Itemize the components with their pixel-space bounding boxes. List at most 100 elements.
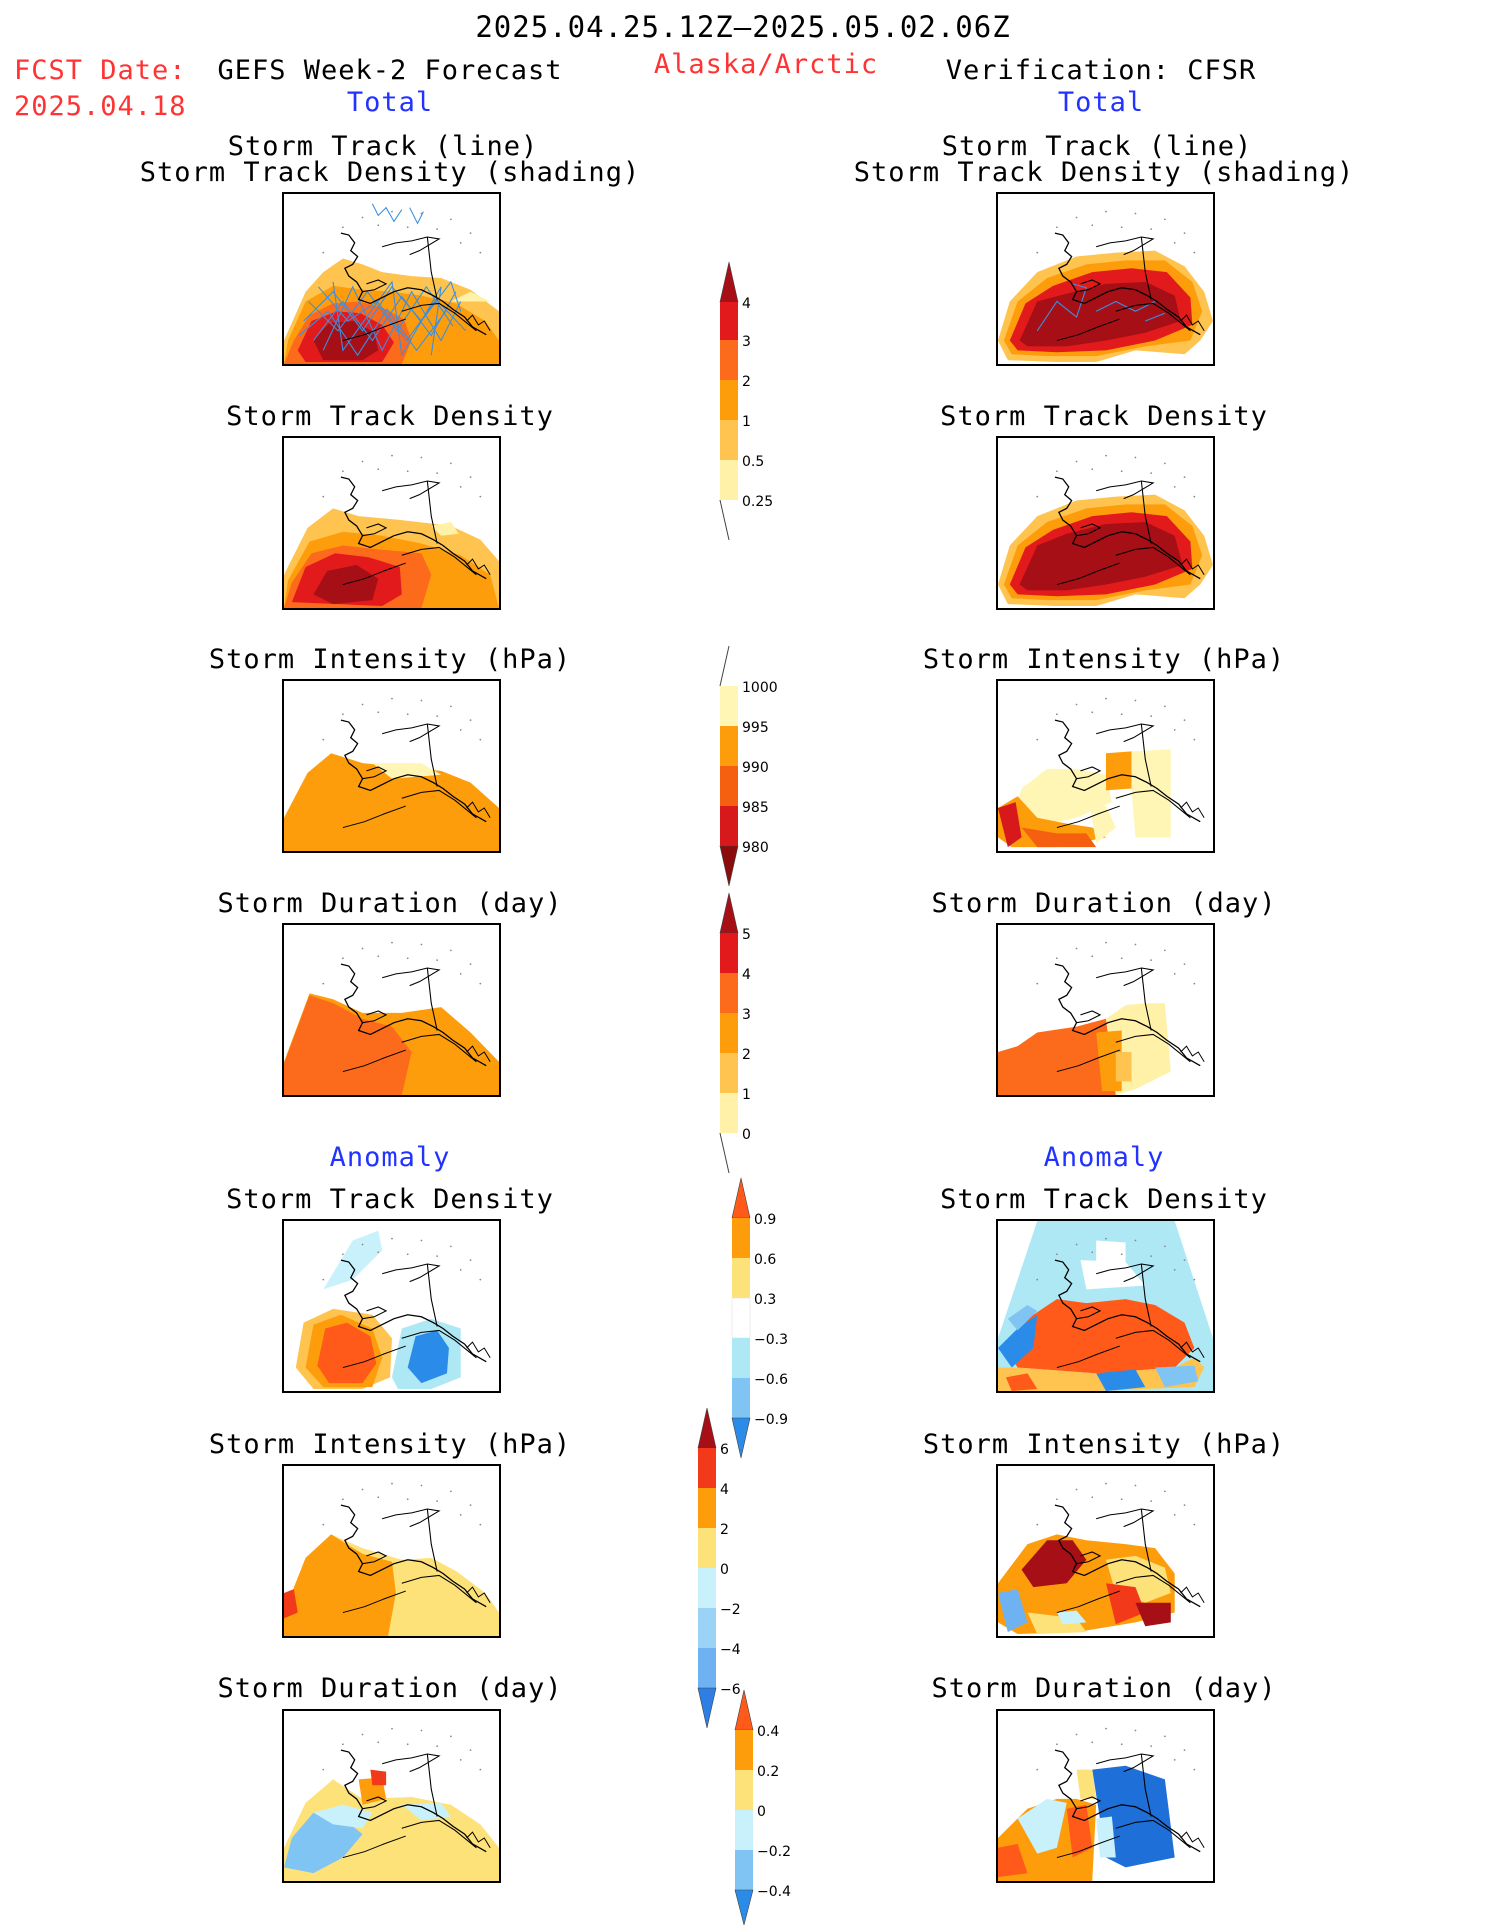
cbar-density-seg xyxy=(720,420,738,460)
right-panel-3-title: Storm Intensity (hPa) xyxy=(922,644,1286,675)
map-gefs-density-anomaly xyxy=(282,1219,501,1393)
cbar-duration-seg xyxy=(720,933,738,973)
cbar-intensity-label: 985 xyxy=(742,800,769,816)
region-label: Alaska/Arctic xyxy=(653,49,879,80)
right-panel-1-title-line2: Storm Track Density (shading) xyxy=(853,157,1355,188)
colorbar-duration: 5 4 3 2 1 0 xyxy=(719,892,790,1174)
right-column-title: Verification: CFSR xyxy=(945,55,1257,86)
cbar-int-anom-label: 2 xyxy=(720,1522,729,1538)
left-panel-5-title: Storm Track Density xyxy=(226,1184,554,1215)
left-column-subtitle: Total xyxy=(346,87,434,118)
right-panel-2-title: Storm Track Density xyxy=(940,401,1268,432)
cbar-dur-anom-max-arrow xyxy=(734,1689,754,1731)
cbar-dens-anom-label: 0.9 xyxy=(754,1212,776,1228)
cbar-dur-anom-seg xyxy=(735,1770,753,1810)
cbar-int-anom-label: 4 xyxy=(720,1482,729,1498)
cbar-duration-label: 1 xyxy=(742,1087,751,1103)
map-gefs-storm-track-density xyxy=(282,436,501,610)
cbar-density-seg xyxy=(720,340,738,380)
cbar-int-anom-seg xyxy=(698,1568,716,1608)
right-panel-5-title: Storm Track Density xyxy=(940,1184,1268,1215)
cbar-dens-anom-min-arrow xyxy=(731,1417,751,1459)
cbar-dens-anom-label: 0.6 xyxy=(754,1252,776,1268)
right-anomaly-heading: Anomaly xyxy=(1043,1142,1165,1173)
cbar-int-anom-seg xyxy=(698,1648,716,1688)
cbar-duration-seg xyxy=(720,1053,738,1093)
cbar-int-anom-label: −6 xyxy=(720,1682,741,1698)
map-cfsr-storm-track-density xyxy=(996,436,1215,610)
cbar-intensity-seg xyxy=(720,686,738,726)
map-gefs-storm-duration xyxy=(282,923,501,1097)
cbar-density-label: 2 xyxy=(742,374,751,390)
cbar-dur-anom-label: 0 xyxy=(757,1804,766,1820)
left-anomaly-heading: Anomaly xyxy=(329,1142,451,1173)
cbar-density-seg xyxy=(720,460,738,500)
cbar-intensity-seg xyxy=(720,766,738,806)
cbar-int-anom-min-arrow xyxy=(697,1687,717,1729)
cbar-dens-anom-label: −0.6 xyxy=(754,1372,788,1388)
map-cfsr-storm-track xyxy=(996,192,1215,366)
cbar-dur-anom-seg xyxy=(735,1810,753,1850)
left-panel-4-title: Storm Duration (day) xyxy=(217,888,563,919)
cbar-duration-seg xyxy=(720,973,738,1013)
cbar-density-label: 0.25 xyxy=(742,494,773,510)
cbar-int-anom-seg xyxy=(698,1528,716,1568)
left-panel-3-title: Storm Intensity (hPa) xyxy=(208,644,572,675)
cbar-duration-label: 3 xyxy=(742,1007,751,1023)
cbar-dur-anom-seg xyxy=(735,1850,753,1890)
cbar-intensity-label: 1000 xyxy=(742,680,778,696)
cbar-dens-anom-seg xyxy=(731,1297,751,1339)
colorbar-density: 4 3 2 1 0.5 0.25 xyxy=(719,261,790,542)
cbar-duration-label: 0 xyxy=(742,1127,751,1143)
cbar-dens-anom-seg xyxy=(732,1258,750,1298)
cbar-dur-anom-min-arrow xyxy=(734,1889,754,1926)
cbar-int-anom-label: −4 xyxy=(720,1642,741,1658)
cbar-density-label: 4 xyxy=(742,296,751,312)
cbar-int-anom-seg xyxy=(698,1608,716,1648)
cbar-dens-anom-label: −0.9 xyxy=(754,1412,788,1428)
cbar-density-seg xyxy=(720,380,738,420)
left-panel-7-title: Storm Duration (day) xyxy=(217,1673,563,1704)
cbar-intensity-label: 980 xyxy=(742,840,769,856)
cbar-intensity-label: 995 xyxy=(742,720,769,736)
right-panel-4-title: Storm Duration (day) xyxy=(931,888,1277,919)
cbar-dens-anom-seg xyxy=(732,1218,750,1258)
cbar-duration-label: 2 xyxy=(742,1047,751,1063)
map-cfsr-storm-duration xyxy=(996,923,1215,1097)
fcst-date-label: FCST Date: xyxy=(14,55,187,86)
fcst-date-value: 2025.04.18 xyxy=(14,91,187,122)
cbar-int-anom-label: 6 xyxy=(720,1442,729,1458)
cbar-intensity-label: 990 xyxy=(742,760,769,776)
map-gefs-intensity-anomaly xyxy=(282,1464,501,1638)
cbar-intensity-seg xyxy=(720,806,738,846)
left-panel-2-title: Storm Track Density xyxy=(226,401,554,432)
cbar-density-max-arrow xyxy=(719,261,739,303)
left-panel-1-title-line2: Storm Track Density (shading) xyxy=(139,157,641,188)
cbar-density-label: 0.5 xyxy=(742,454,764,470)
map-gefs-storm-intensity xyxy=(282,679,501,853)
cbar-int-anom-label: −2 xyxy=(720,1602,741,1618)
cbar-intensity-min-arrow xyxy=(719,845,739,887)
cbar-intensity-seg xyxy=(720,726,738,766)
cbar-int-anom-label: 0 xyxy=(720,1562,729,1578)
map-gefs-storm-track xyxy=(282,192,501,366)
cbar-int-anom-seg xyxy=(698,1488,716,1528)
cbar-density-label: 3 xyxy=(742,334,751,350)
cbar-dens-anom-seg xyxy=(732,1338,750,1378)
forecast-period: 2025.04.25.12Z–2025.05.02.06Z xyxy=(475,10,1011,44)
cbar-int-anom-seg xyxy=(698,1448,716,1488)
cbar-duration-seg xyxy=(720,1013,738,1053)
cbar-duration-label: 4 xyxy=(742,967,751,983)
cbar-int-anom-max-arrow xyxy=(697,1407,717,1449)
cbar-dur-anom-seg xyxy=(735,1730,753,1770)
cbar-dens-anom-label: −0.3 xyxy=(754,1332,788,1348)
cbar-dur-anom-label: −0.2 xyxy=(757,1844,791,1860)
cbar-duration-max-arrow xyxy=(719,892,739,934)
right-panel-7-title: Storm Duration (day) xyxy=(931,1673,1277,1704)
cbar-dur-anom-label: 0.4 xyxy=(757,1724,779,1740)
map-cfsr-duration-anomaly xyxy=(996,1709,1215,1883)
map-cfsr-density-anomaly xyxy=(996,1219,1215,1393)
map-cfsr-storm-intensity xyxy=(996,679,1215,853)
cbar-dur-anom-label: −0.4 xyxy=(757,1884,791,1900)
right-column-subtitle: Total xyxy=(1057,87,1145,118)
